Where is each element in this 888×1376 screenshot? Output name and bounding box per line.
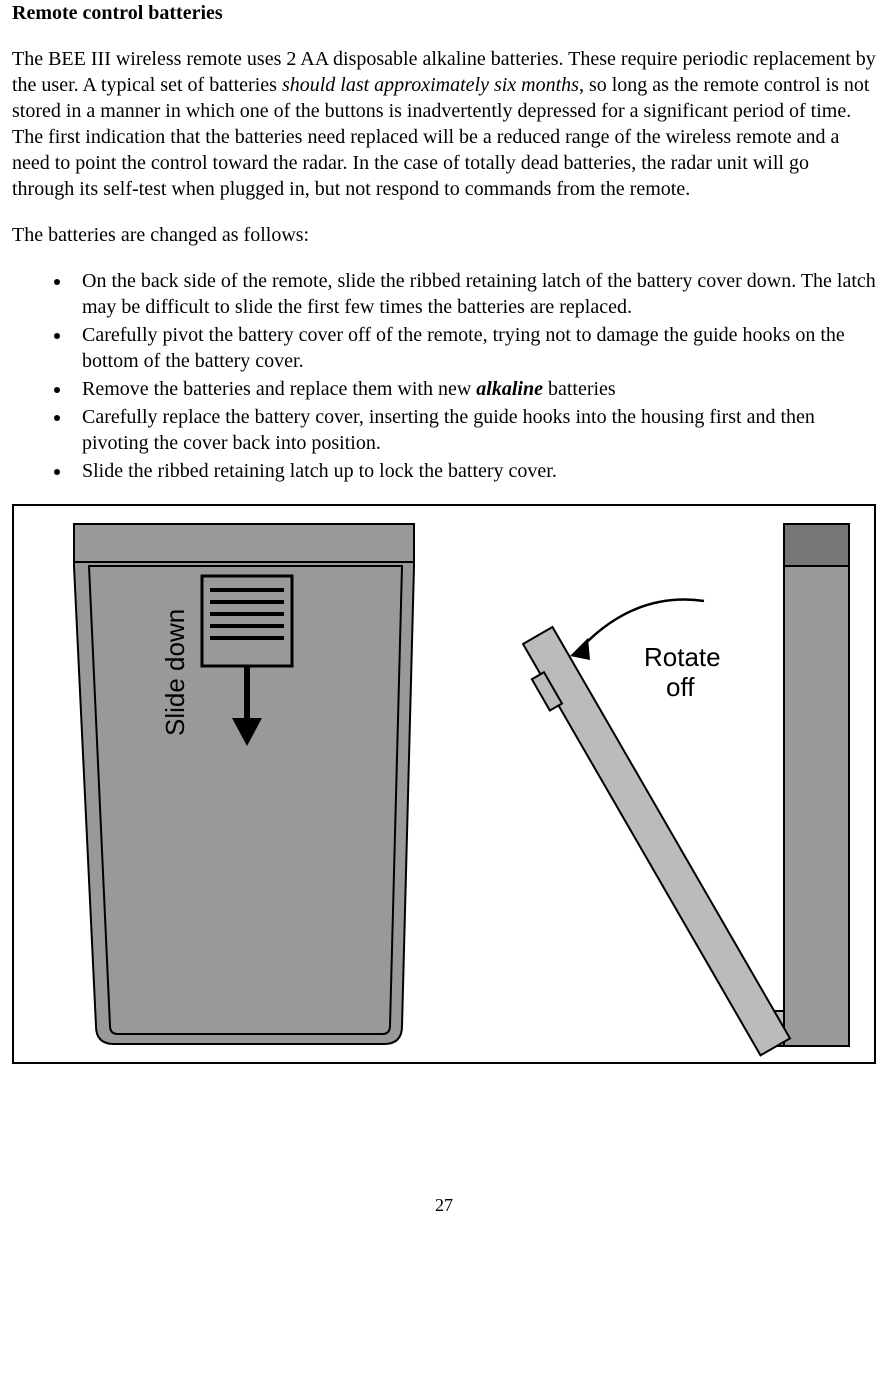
paragraph-2: The batteries are changed as follows: bbox=[12, 222, 876, 248]
bullet-list: On the back side of the remote, slide th… bbox=[12, 268, 876, 484]
paragraph-1: The BEE III wireless remote uses 2 AA di… bbox=[12, 46, 876, 202]
para1-italic: should last approximately six months bbox=[282, 74, 579, 96]
list-item: Carefully replace the battery cover, ins… bbox=[72, 404, 876, 456]
list-item: On the back side of the remote, slide th… bbox=[72, 268, 876, 320]
bullet-text: Carefully pivot the battery cover off of… bbox=[82, 324, 845, 372]
remote-left: Slide down bbox=[74, 524, 414, 1044]
bullet-text: Carefully replace the battery cover, ins… bbox=[82, 406, 815, 454]
rotate-label-1: Rotate bbox=[644, 642, 721, 672]
slide-down-label: Slide down bbox=[160, 609, 190, 736]
diagram: Slide down Rotate bbox=[12, 504, 876, 1064]
bullet-bold-italic: alkaline bbox=[476, 378, 543, 400]
diagram-svg: Slide down Rotate bbox=[14, 506, 874, 1062]
rotate-label-2: off bbox=[666, 672, 695, 702]
remote-right: Rotate off bbox=[514, 524, 849, 1060]
list-item: Remove the batteries and replace them wi… bbox=[72, 376, 876, 402]
list-item: Slide the ribbed retaining latch up to l… bbox=[72, 458, 876, 484]
list-item: Carefully pivot the battery cover off of… bbox=[72, 322, 876, 374]
page-number: 27 bbox=[12, 1194, 876, 1217]
bullet-text: Remove the batteries and replace them wi… bbox=[82, 378, 476, 400]
bullet-text: On the back side of the remote, slide th… bbox=[82, 270, 876, 318]
bullet-text: Slide the ribbed retaining latch up to l… bbox=[82, 460, 557, 482]
section-title: Remote control batteries bbox=[12, 0, 876, 26]
bullet-text: batteries bbox=[543, 378, 616, 400]
